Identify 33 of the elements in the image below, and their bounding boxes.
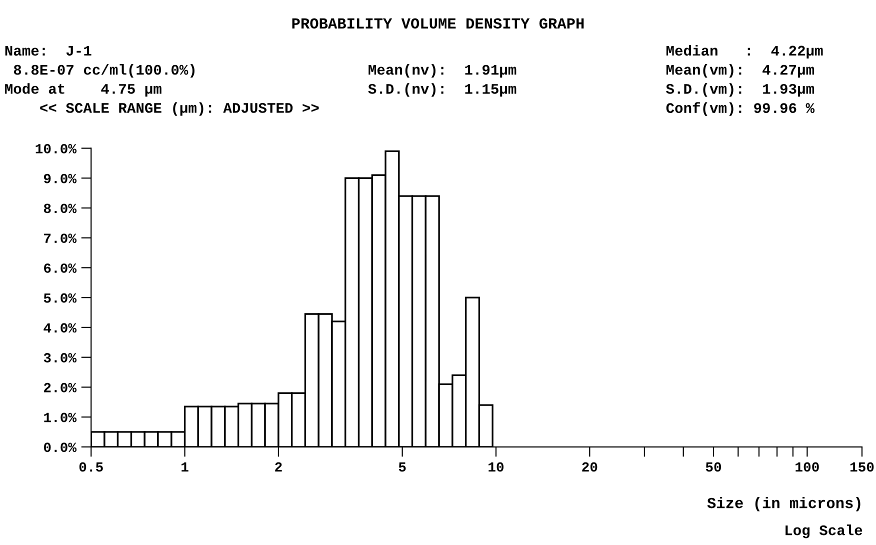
x-tick-label: 5: [398, 462, 406, 472]
x-tick-label: 100: [796, 462, 819, 472]
y-tick-label: 5.0%: [44, 293, 77, 303]
x-axis-title: Size (in microns): [707, 497, 860, 512]
text: Mode at 4.75 µm: [5, 83, 162, 97]
x-tick-label: 0.5: [79, 462, 103, 472]
text: Mean(nv): 1.91µm: [368, 64, 516, 78]
x-tick-label: 50: [706, 462, 722, 472]
y-tick-label: 4.0%: [44, 323, 77, 333]
y-tick-label: 2.0%: [44, 382, 77, 392]
text: S.D.(vm): 1.93µm: [666, 83, 814, 97]
text: Mean(vm): 4.27µm: [666, 64, 814, 78]
text: Median : 4.22µm: [666, 44, 823, 59]
y-tick-label: 10.0%: [36, 144, 77, 154]
y-tick-label: 9.0%: [44, 174, 77, 184]
x-tick-label: 150: [850, 462, 874, 472]
y-tick-label: 1.0%: [44, 412, 77, 422]
y-tick-label: 7.0%: [44, 234, 77, 244]
chart-title: PROBABILITY VOLUME DENSITY GRAPH: [292, 18, 584, 29]
y-tick-label: 3.0%: [44, 353, 77, 362]
x-tick-label: 10: [488, 462, 504, 472]
y-tick-label: 6.0%: [44, 263, 77, 273]
y-tick-label: 8.0%: [44, 204, 77, 214]
y-tick-label: 0.0%: [44, 442, 77, 452]
text: 8.8E-07 cc/ml(100.0%): [14, 64, 194, 78]
x-tick-label: 20: [582, 462, 598, 472]
x-tick-label: 1: [182, 462, 188, 472]
text: S.D.(nv): 1.15µm: [368, 83, 516, 97]
text: Name: J-1: [5, 46, 92, 56]
text: << SCALE RANGE (µm): ADJUSTED >>: [40, 102, 319, 116]
text: Conf(vm): 99.96 %: [666, 102, 815, 116]
x-tick-label: 2: [275, 462, 282, 472]
text: Log Scale: [786, 524, 862, 538]
